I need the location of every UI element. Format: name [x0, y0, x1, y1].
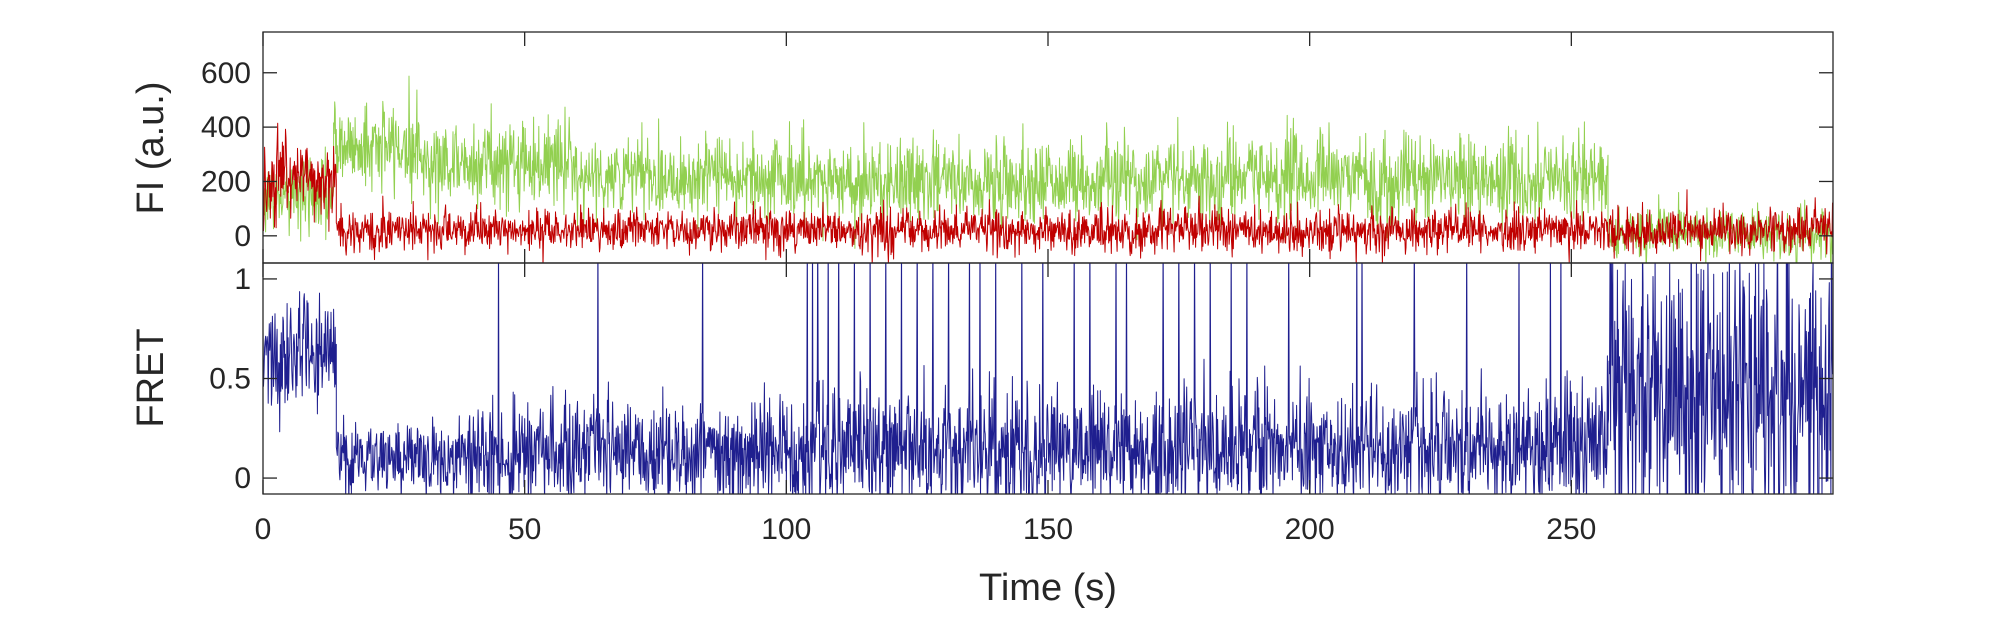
intensity-series-2	[263, 122, 1833, 263]
fret-panel: 00.51 0 50 100 150 200 250 FRET Time (s)	[130, 32, 1834, 609]
y-tick-label: 0	[234, 220, 251, 253]
y-tick-label: 600	[201, 57, 251, 90]
y-tick-label: 1	[234, 263, 251, 296]
fret-y-ticks: 00.51	[209, 263, 1833, 495]
intensity-y-axis-label: FI (a.u.)	[130, 81, 172, 214]
fret-series-1	[263, 263, 1833, 494]
fret-traces	[263, 263, 1833, 494]
y-tick-label: 0	[234, 462, 251, 495]
y-tick-label: 0.5	[209, 363, 251, 396]
x-tick-label: 150	[1023, 513, 1073, 546]
y-tick-label: 200	[201, 165, 251, 198]
x-tick-label: 100	[761, 513, 811, 546]
x-tick-label: 0	[255, 513, 272, 546]
fret-y-axis-label: FRET	[130, 328, 172, 427]
intensity-y-ticks: 0 200 400 600	[201, 57, 1833, 253]
x-tick-label: 250	[1546, 513, 1596, 546]
x-tick-label: 50	[508, 513, 541, 546]
x-tick-label: 200	[1285, 513, 1335, 546]
time-x-ticks: 0 50 100 150 200 250	[255, 32, 1596, 546]
y-tick-label: 400	[201, 111, 251, 144]
intensity-traces	[263, 75, 1833, 263]
intensity-series-1	[263, 75, 1833, 263]
time-x-axis-label: Time (s)	[979, 567, 1117, 609]
intensity-panel: 0 200 400 600 FI (a.u.)	[130, 31, 1834, 264]
